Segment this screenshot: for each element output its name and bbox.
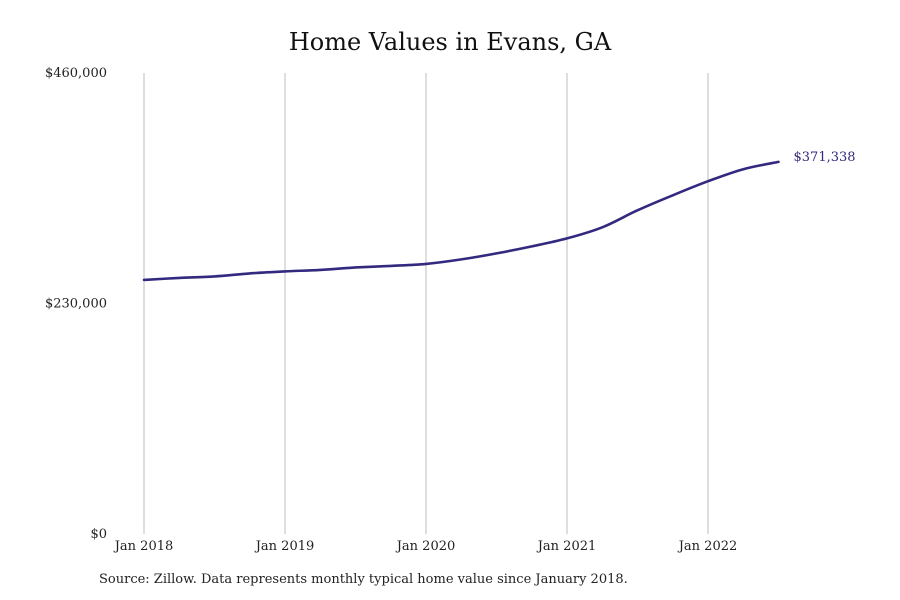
chart-title: Home Values in Evans, GA [288,28,612,56]
series-line [142,160,780,282]
y-axis: $0 $230,000 $460,000 [45,66,107,542]
x-tick-label: Jan 2020 [395,539,456,554]
x-tick-label: Jan 2019 [254,539,315,554]
source-note: Source: Zillow. Data represents monthly … [99,572,628,587]
y-tick-label: $0 [90,527,107,542]
x-tick-label: Jan 2022 [677,539,738,554]
y-tick-label: $460,000 [45,66,107,81]
x-tick-label: Jan 2018 [113,539,174,554]
y-tick-label: $230,000 [45,297,107,312]
x-axis: Jan 2018 Jan 2019 Jan 2020 Jan 2021 Jan 2022 [113,539,738,554]
x-tick-label: Jan 2021 [536,539,597,554]
series-layer: $371,338 [142,150,856,282]
end-value-label: $371,338 [794,150,856,165]
gridlines [143,73,709,534]
